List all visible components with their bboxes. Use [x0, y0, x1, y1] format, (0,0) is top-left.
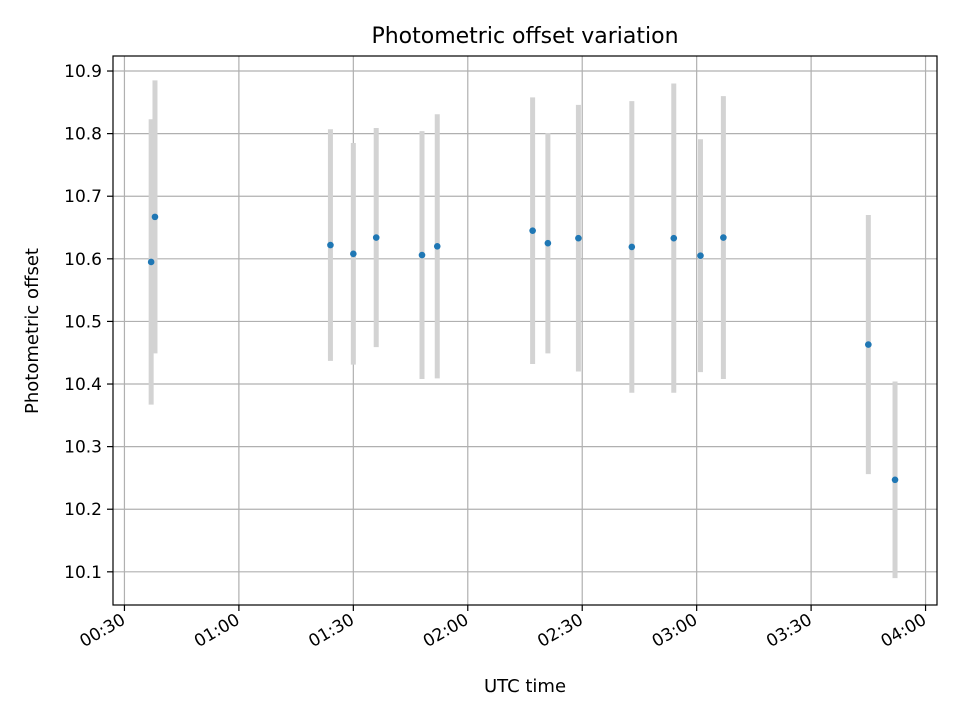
data-point [327, 241, 334, 249]
x-tick-label: 03:30 [763, 610, 815, 652]
x-tick-label: 00:30 [77, 610, 129, 652]
data-point [147, 258, 155, 266]
data-point [372, 234, 380, 241]
x-tick-label: 04:00 [878, 610, 930, 652]
y-tick-label: 10.5 [64, 312, 102, 332]
x-tick-label: 02:00 [420, 610, 472, 652]
y-tick-label: 10.1 [64, 563, 102, 583]
grid [113, 56, 937, 605]
data-point [544, 239, 552, 247]
y-tick-label: 10.8 [64, 125, 102, 145]
y-tick-label: 10.2 [64, 500, 102, 520]
x-tick-label: 02:30 [534, 610, 586, 652]
data-point [433, 243, 441, 250]
y-tick-label: 10.4 [64, 375, 102, 395]
x-tick-label: 01:00 [191, 610, 243, 652]
data-point [529, 227, 536, 234]
data-point [720, 234, 727, 241]
y-tick-label: 10.7 [64, 187, 102, 207]
x-axis-ticks: 00:30 01:00 01:30 02:00 02:30 03:00 03:30 04:00 [77, 605, 930, 652]
error-bars [148, 80, 898, 579]
data-point [697, 252, 704, 259]
y-tick-label: 10.9 [64, 62, 102, 82]
data-points [147, 213, 899, 484]
x-tick-label: 03:00 [649, 610, 701, 652]
data-point [670, 234, 678, 242]
y-axis-ticks: 10.1 10.2 10.3 10.4 10.5 10.6 10.7 10.8 10.9 [64, 62, 113, 583]
data-point [865, 341, 872, 348]
data-point [575, 234, 582, 242]
data-point [151, 213, 159, 221]
y-axis-label: Photometric offset [22, 248, 43, 414]
data-point [891, 476, 899, 484]
x-tick-label: 01:30 [305, 610, 357, 652]
data-point [418, 251, 426, 259]
chart-title: Photometric offset variation [371, 24, 678, 49]
x-axis-label: UTC time [484, 676, 566, 697]
data-point [350, 250, 357, 258]
data-point [628, 243, 636, 251]
y-tick-label: 10.6 [64, 250, 102, 270]
plot-area-frame [112, 55, 938, 606]
y-tick-label: 10.3 [64, 438, 102, 458]
